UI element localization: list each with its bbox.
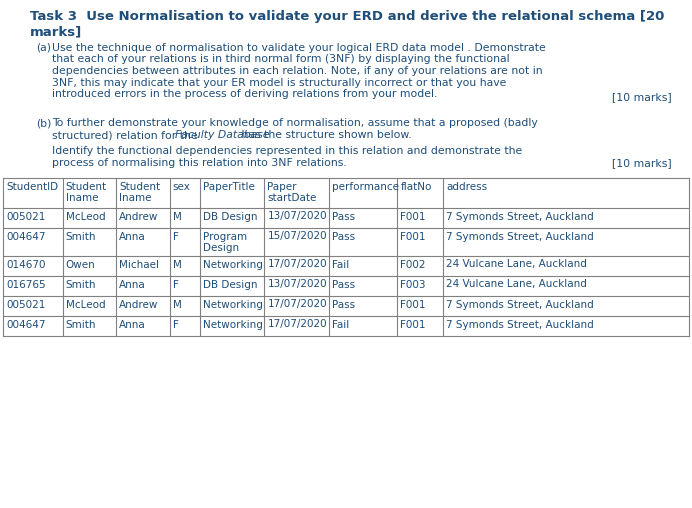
Text: Smith: Smith bbox=[66, 232, 96, 241]
Text: M: M bbox=[173, 300, 181, 309]
Text: that each of your relations is in third normal form (3NF) by displaying the func: that each of your relations is in third … bbox=[52, 54, 509, 65]
Text: 004647: 004647 bbox=[6, 232, 46, 241]
Text: Networking: Networking bbox=[203, 320, 263, 330]
Text: McLeod: McLeod bbox=[66, 300, 105, 309]
Text: 005021: 005021 bbox=[6, 211, 46, 221]
Text: M: M bbox=[173, 211, 181, 221]
Text: 17/07/2020: 17/07/2020 bbox=[267, 260, 327, 270]
Text: Fail: Fail bbox=[332, 260, 349, 270]
Text: F001: F001 bbox=[401, 232, 426, 241]
Text: Andrew: Andrew bbox=[119, 300, 158, 309]
Text: Andrew: Andrew bbox=[119, 211, 158, 221]
Text: 24 Vulcane Lane, Auckland: 24 Vulcane Lane, Auckland bbox=[446, 279, 588, 290]
Text: Networking: Networking bbox=[203, 300, 263, 309]
Text: Use the technique of normalisation to validate your logical ERD data model . Dem: Use the technique of normalisation to va… bbox=[52, 43, 546, 53]
Text: process of normalising this relation into 3NF relations.: process of normalising this relation int… bbox=[52, 158, 347, 168]
Text: 7 Symonds Street, Auckland: 7 Symonds Street, Auckland bbox=[446, 232, 594, 241]
Text: F001: F001 bbox=[401, 300, 426, 309]
Text: 13/07/2020: 13/07/2020 bbox=[267, 279, 327, 290]
Text: Anna: Anna bbox=[119, 279, 146, 290]
Text: sex: sex bbox=[173, 181, 190, 192]
Text: F: F bbox=[173, 232, 179, 241]
Text: Pass: Pass bbox=[332, 211, 355, 221]
Text: Pass: Pass bbox=[332, 300, 355, 309]
Text: 13/07/2020: 13/07/2020 bbox=[267, 211, 327, 221]
Text: Smith: Smith bbox=[66, 279, 96, 290]
Text: Pass: Pass bbox=[332, 232, 355, 241]
Text: 17/07/2020: 17/07/2020 bbox=[267, 320, 327, 330]
Text: address: address bbox=[446, 181, 488, 192]
Text: DB Design: DB Design bbox=[203, 211, 257, 221]
Text: [10 marks]: [10 marks] bbox=[612, 92, 672, 102]
Text: Program
Design: Program Design bbox=[203, 232, 247, 253]
Text: 004647: 004647 bbox=[6, 320, 46, 330]
Text: McLeod: McLeod bbox=[66, 211, 105, 221]
Text: (b): (b) bbox=[36, 118, 51, 129]
Text: Owen: Owen bbox=[66, 260, 95, 270]
Text: Task 3  Use Normalisation to validate your ERD and derive the relational schema : Task 3 Use Normalisation to validate you… bbox=[30, 10, 664, 23]
Text: [10 marks]: [10 marks] bbox=[612, 158, 672, 168]
Text: structured) relation for the: structured) relation for the bbox=[52, 130, 201, 140]
Text: F: F bbox=[173, 320, 179, 330]
Text: F001: F001 bbox=[401, 211, 426, 221]
Text: DB Design: DB Design bbox=[203, 279, 257, 290]
Text: (a): (a) bbox=[36, 43, 51, 53]
Text: Fail: Fail bbox=[332, 320, 349, 330]
Text: Networking: Networking bbox=[203, 260, 263, 270]
Text: 016765: 016765 bbox=[6, 279, 46, 290]
Text: To further demonstrate your knowledge of normalisation, assume that a proposed (: To further demonstrate your knowledge of… bbox=[52, 118, 538, 129]
Text: PaperTitle: PaperTitle bbox=[203, 181, 255, 192]
Text: 24 Vulcane Lane, Auckland: 24 Vulcane Lane, Auckland bbox=[446, 260, 588, 270]
Text: Paper
startDate: Paper startDate bbox=[267, 181, 317, 203]
Text: 014670: 014670 bbox=[6, 260, 46, 270]
Text: 15/07/2020: 15/07/2020 bbox=[267, 232, 327, 241]
Text: F002: F002 bbox=[401, 260, 426, 270]
Text: Michael: Michael bbox=[119, 260, 159, 270]
Text: performance: performance bbox=[332, 181, 399, 192]
Text: F: F bbox=[173, 279, 179, 290]
Text: 7 Symonds Street, Auckland: 7 Symonds Street, Auckland bbox=[446, 300, 594, 309]
Text: Identify the functional dependencies represented in this relation and demonstrat: Identify the functional dependencies rep… bbox=[52, 146, 522, 156]
Text: M: M bbox=[173, 260, 181, 270]
Text: 7 Symonds Street, Auckland: 7 Symonds Street, Auckland bbox=[446, 320, 594, 330]
Text: 005021: 005021 bbox=[6, 300, 46, 309]
Text: dependencies between attributes in each relation. Note, if any of your relations: dependencies between attributes in each … bbox=[52, 66, 543, 76]
Text: flatNo: flatNo bbox=[401, 181, 432, 192]
Text: Pass: Pass bbox=[332, 279, 355, 290]
Text: 3NF, this may indicate that your ER model is structurally incorrect or that you : 3NF, this may indicate that your ER mode… bbox=[52, 78, 507, 87]
Text: Faculty Database: Faculty Database bbox=[175, 130, 270, 140]
Text: 7 Symonds Street, Auckland: 7 Symonds Street, Auckland bbox=[446, 211, 594, 221]
Text: Student
lname: Student lname bbox=[66, 181, 107, 203]
Text: StudentID: StudentID bbox=[6, 181, 58, 192]
Text: Anna: Anna bbox=[119, 320, 146, 330]
Text: introduced errors in the process of deriving relations from your model.: introduced errors in the process of deri… bbox=[52, 89, 437, 99]
Text: Smith: Smith bbox=[66, 320, 96, 330]
Text: Student
lname: Student lname bbox=[119, 181, 161, 203]
Text: 17/07/2020: 17/07/2020 bbox=[267, 300, 327, 309]
Text: F001: F001 bbox=[401, 320, 426, 330]
Text: has the structure shown below.: has the structure shown below. bbox=[238, 130, 412, 140]
Text: marks]: marks] bbox=[30, 25, 82, 38]
Text: F003: F003 bbox=[401, 279, 426, 290]
Text: Anna: Anna bbox=[119, 232, 146, 241]
